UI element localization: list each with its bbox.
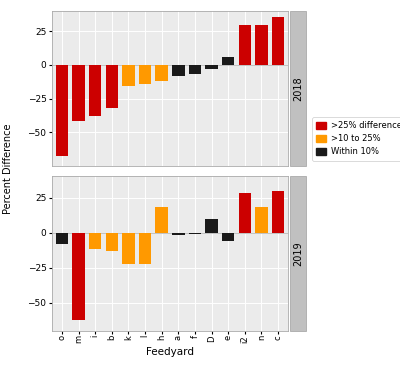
Bar (189, 65, 201, 74)
Bar (238, 25, 251, 65)
Text: 2018: 2018 (293, 76, 303, 101)
Text: Percent Difference: Percent Difference (3, 124, 13, 214)
Bar (72, 65, 85, 121)
Bar (222, 233, 234, 241)
Legend: >25% difference, >10 to 25%, Within 10%: >25% difference, >10 to 25%, Within 10% (312, 117, 400, 161)
Bar (172, 233, 184, 235)
Bar (89, 65, 102, 116)
Bar (56, 65, 68, 156)
Bar (156, 207, 168, 233)
Bar (122, 65, 135, 86)
Bar (205, 65, 218, 69)
Bar (222, 57, 234, 65)
Bar (205, 218, 218, 233)
Bar (272, 17, 284, 65)
Bar (89, 233, 102, 249)
Bar (172, 65, 184, 76)
Bar (139, 233, 151, 264)
Bar (106, 233, 118, 251)
Bar (139, 65, 151, 84)
Bar (106, 65, 118, 108)
Bar (255, 207, 268, 233)
Text: 2019: 2019 (293, 241, 303, 266)
Bar (156, 65, 168, 81)
Bar (255, 25, 268, 65)
X-axis label: Feedyard: Feedyard (146, 347, 194, 357)
Bar (238, 193, 251, 233)
Bar (272, 191, 284, 233)
Bar (189, 233, 201, 234)
Bar (72, 233, 85, 320)
Bar (56, 233, 68, 244)
Bar (122, 233, 135, 264)
